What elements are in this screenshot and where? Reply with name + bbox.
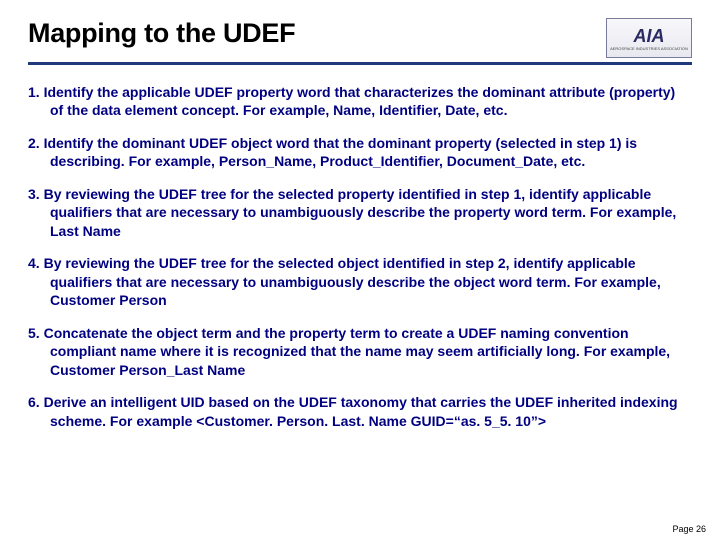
step-text: By reviewing the UDEF tree for the selec… xyxy=(44,186,677,239)
step-number: 5. xyxy=(28,325,44,341)
step-number: 3. xyxy=(28,186,44,202)
slide: Mapping to the UDEF AIA AEROSPACE INDUST… xyxy=(0,0,720,540)
step-number: 1. xyxy=(28,84,44,100)
step-number: 4. xyxy=(28,255,44,271)
logo-subtext: AEROSPACE INDUSTRIES ASSOCIATION xyxy=(610,47,688,51)
logo-badge: AIA AEROSPACE INDUSTRIES ASSOCIATION xyxy=(606,18,692,58)
header-row: Mapping to the UDEF AIA AEROSPACE INDUST… xyxy=(28,18,692,58)
title-divider xyxy=(28,62,692,65)
list-item: 4. By reviewing the UDEF tree for the se… xyxy=(28,254,692,309)
step-text: Identify the applicable UDEF property wo… xyxy=(44,84,676,118)
logo-text: AIA xyxy=(634,27,665,45)
step-text: Identify the dominant UDEF object word t… xyxy=(44,135,638,169)
step-text: Concatenate the object term and the prop… xyxy=(44,325,671,378)
step-text: By reviewing the UDEF tree for the selec… xyxy=(44,255,661,308)
step-number: 6. xyxy=(28,394,44,410)
list-item: 5. Concatenate the object term and the p… xyxy=(28,324,692,379)
list-item: 3. By reviewing the UDEF tree for the se… xyxy=(28,185,692,240)
step-text: Derive an intelligent UID based on the U… xyxy=(44,394,678,428)
steps-list: 1. Identify the applicable UDEF property… xyxy=(28,83,692,430)
list-item: 1. Identify the applicable UDEF property… xyxy=(28,83,692,120)
page-title: Mapping to the UDEF xyxy=(28,18,295,49)
step-number: 2. xyxy=(28,135,44,151)
page-number: Page 26 xyxy=(672,524,706,534)
list-item: 2. Identify the dominant UDEF object wor… xyxy=(28,134,692,171)
list-item: 6. Derive an intelligent UID based on th… xyxy=(28,393,692,430)
